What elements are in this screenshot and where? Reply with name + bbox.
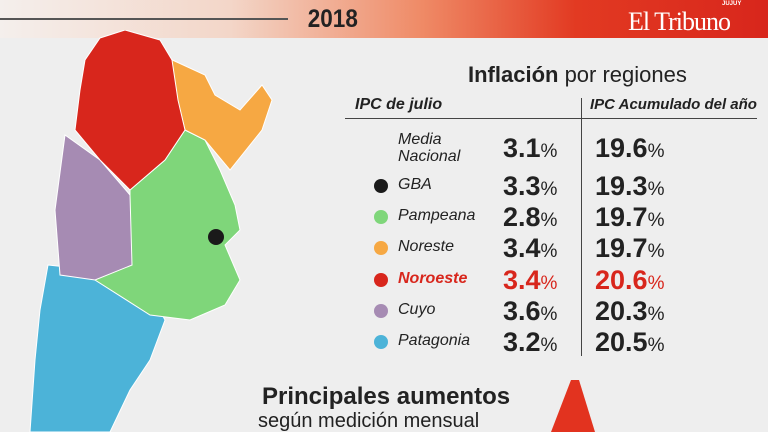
- table-row: Pampeana 2.8% 19.7%: [360, 202, 760, 232]
- annual-number: 19.7: [595, 233, 648, 263]
- monthly-number: 3.3: [503, 171, 541, 201]
- monthly-value: 3.3%: [503, 171, 557, 205]
- legend-dot-icon: [374, 179, 388, 193]
- annual-number: 20.3: [595, 296, 648, 326]
- region-gba: [208, 229, 224, 245]
- section-heading: Principales aumentos: [262, 383, 511, 410]
- region-label: Cuyo: [398, 301, 436, 318]
- monthly-number: 3.1: [503, 133, 541, 163]
- monthly-value: 3.6%: [503, 296, 557, 330]
- percent-sign: %: [647, 273, 665, 294]
- annual-value: 20.5%: [595, 327, 664, 361]
- monthly-number: 3.6: [503, 296, 541, 326]
- percent-sign: %: [540, 335, 558, 356]
- percent-sign: %: [647, 210, 665, 231]
- section-subheading: según medición mensual: [258, 410, 480, 432]
- table-row: Noroeste 3.4% 20.6%: [360, 265, 760, 295]
- percent-sign: %: [647, 179, 665, 200]
- annual-number: 20.5: [595, 327, 648, 357]
- annual-value: 19.6%: [595, 133, 664, 167]
- annual-number: 20.6: [595, 265, 648, 295]
- column-header-annual: IPC Acumulado del año: [590, 96, 757, 113]
- annual-number: 19.6: [595, 133, 648, 163]
- annual-value: 20.3%: [595, 296, 664, 330]
- annual-number: 19.7: [595, 202, 648, 232]
- percent-sign: %: [540, 304, 558, 325]
- legend-dot-icon: [374, 273, 388, 287]
- table-row: Media Nacional 3.1% 19.6%: [360, 131, 760, 165]
- annual-value: 19.3%: [595, 171, 664, 205]
- legend-dot-icon: [374, 210, 388, 224]
- year-label: 2018: [307, 5, 358, 33]
- column-header-monthly: IPC de julio: [355, 96, 443, 113]
- percent-sign: %: [647, 335, 665, 356]
- percent-sign: %: [540, 273, 558, 294]
- region-label: Noroeste: [398, 270, 468, 287]
- monthly-number: 2.8: [503, 202, 541, 232]
- legend-dot-icon: [374, 241, 388, 255]
- percent-sign: %: [540, 241, 558, 262]
- annual-value: 20.6%: [595, 265, 664, 299]
- monthly-value: 3.4%: [503, 233, 557, 267]
- table-row: Noreste 3.4% 19.7%: [360, 233, 760, 263]
- legend-dot-icon: [374, 335, 388, 349]
- region-label: GBA: [398, 176, 432, 193]
- monthly-value: 3.2%: [503, 327, 557, 361]
- table-row: Cuyo 3.6% 20.3%: [360, 296, 760, 326]
- legend-dot-icon: [374, 304, 388, 318]
- annual-value: 19.7%: [595, 233, 664, 267]
- monthly-number: 3.4: [503, 265, 541, 295]
- logo: El Tribuno: [628, 7, 731, 36]
- argentina-map: [29, 30, 273, 432]
- region-label: Media Nacional: [398, 131, 461, 165]
- percent-sign: %: [647, 141, 665, 162]
- table-row: GBA 3.3% 19.3%: [360, 171, 760, 201]
- divider: [0, 18, 288, 20]
- traffic-cone-icon: [551, 380, 595, 432]
- monthly-number: 3.4: [503, 233, 541, 263]
- percent-sign: %: [647, 241, 665, 262]
- monthly-value: 2.8%: [503, 202, 557, 236]
- monthly-number: 3.2: [503, 327, 541, 357]
- annual-number: 19.3: [595, 171, 648, 201]
- table-title: Inflación por regiones: [468, 62, 687, 87]
- monthly-value: 3.1%: [503, 133, 557, 167]
- header-divider: [345, 118, 757, 119]
- column-divider: [581, 98, 582, 356]
- annual-value: 19.7%: [595, 202, 664, 236]
- region-cuyo: [54, 134, 133, 281]
- logo-subtitle: JUJUY: [722, 1, 742, 7]
- percent-sign: %: [540, 210, 558, 231]
- table-row: Patagonia 3.2% 20.5%: [360, 327, 760, 357]
- region-label: Patagonia: [398, 332, 471, 349]
- region-label: Noreste: [398, 238, 455, 255]
- percent-sign: %: [540, 179, 558, 200]
- region-label: Pampeana: [398, 207, 476, 224]
- monthly-value: 3.4%: [503, 265, 557, 299]
- region-noroeste: [74, 30, 186, 191]
- percent-sign: %: [540, 141, 558, 162]
- percent-sign: %: [647, 304, 665, 325]
